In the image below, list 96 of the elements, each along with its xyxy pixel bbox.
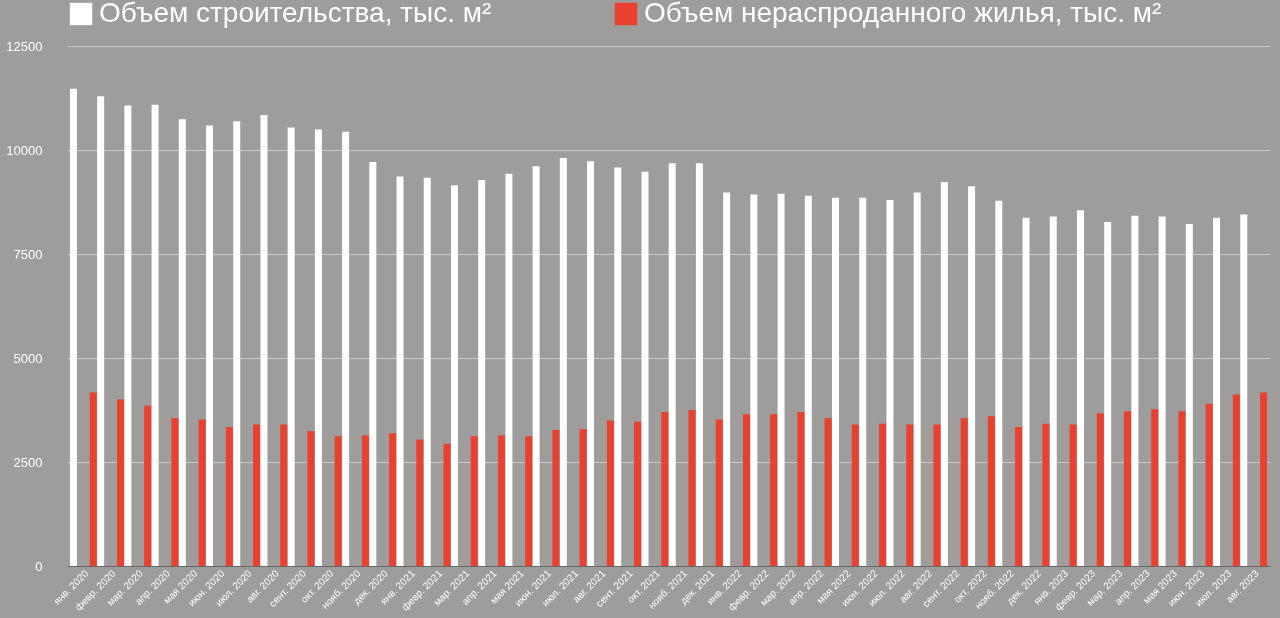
- bar: [1213, 217, 1221, 566]
- bar: [525, 436, 533, 566]
- bar: [260, 115, 268, 566]
- bar: [1131, 215, 1139, 566]
- bar: [1015, 427, 1023, 566]
- bar: [144, 405, 152, 566]
- bar: [225, 427, 233, 566]
- bar: [940, 182, 948, 566]
- bar: [1042, 423, 1050, 566]
- y-tick-label: 5000: [13, 350, 43, 366]
- bar: [695, 163, 703, 566]
- bar: [824, 418, 832, 566]
- bar: [253, 424, 261, 566]
- bar: [804, 195, 812, 566]
- bar: [770, 414, 778, 566]
- bar: [314, 129, 322, 566]
- bar: [198, 419, 206, 566]
- bar: [1104, 221, 1112, 566]
- bar: [1158, 216, 1166, 566]
- bar: [206, 125, 214, 566]
- bar: [423, 177, 431, 566]
- bar: [552, 429, 560, 566]
- bar: [369, 162, 377, 566]
- bar: [587, 161, 595, 566]
- bar: [361, 435, 369, 566]
- bar: [280, 424, 288, 566]
- bar: [389, 433, 397, 566]
- bar: [886, 199, 894, 566]
- bar: [1096, 413, 1104, 566]
- bar: [987, 416, 995, 566]
- bar: [879, 423, 887, 566]
- bar: [742, 414, 750, 566]
- bar: [151, 104, 159, 566]
- bar: [97, 96, 105, 566]
- bar: [69, 88, 77, 566]
- bar: [307, 431, 315, 566]
- bar: [532, 166, 540, 566]
- bar: [233, 121, 241, 566]
- bar: [661, 412, 669, 566]
- y-tick-label: 7500: [13, 246, 43, 262]
- bar: [1240, 214, 1248, 566]
- bar: [913, 192, 921, 566]
- bar: [396, 176, 404, 566]
- bar: [634, 421, 642, 566]
- bar: [505, 173, 513, 566]
- bar: [606, 420, 614, 566]
- bar: [1123, 411, 1131, 566]
- bar: [933, 424, 941, 566]
- bar: [777, 193, 785, 566]
- bar: [614, 167, 622, 566]
- bar: [334, 436, 342, 566]
- y-tick-label: 2500: [13, 454, 43, 470]
- bar: [960, 418, 968, 566]
- bar: [797, 412, 805, 566]
- bar: [171, 418, 179, 566]
- bar: [416, 439, 424, 566]
- bar: [1232, 394, 1240, 566]
- bar: [89, 392, 97, 566]
- bar: [859, 197, 867, 566]
- bar: [178, 119, 186, 566]
- bar: [287, 127, 295, 566]
- bar: [1185, 224, 1193, 566]
- bar: [116, 399, 124, 566]
- bar: [470, 436, 478, 566]
- bar: [124, 105, 132, 566]
- bar: [723, 192, 731, 566]
- bar: [497, 435, 505, 566]
- bar: [1260, 392, 1268, 566]
- bar: [1151, 409, 1159, 566]
- y-tick-label: 10000: [6, 142, 43, 158]
- bar: [1049, 216, 1057, 566]
- bar: [1178, 411, 1186, 566]
- bar: [579, 429, 587, 566]
- bar: [995, 200, 1003, 566]
- legend-label: Объем строительства, тыс. м²: [99, 0, 492, 28]
- bar: [968, 186, 976, 566]
- y-tick-label: 12500: [6, 38, 43, 54]
- bar: [641, 171, 649, 566]
- bar: [668, 163, 676, 566]
- bar: [1022, 217, 1030, 566]
- bar: [342, 131, 350, 566]
- y-tick-label: 0: [35, 558, 43, 574]
- legend-label: Объем нераспроданного жилья, тыс. м²: [644, 0, 1162, 28]
- bar: [478, 179, 486, 566]
- bar: [832, 197, 840, 566]
- bar: [1069, 424, 1077, 566]
- bar: [851, 424, 859, 566]
- bar: [750, 194, 758, 566]
- bar: [715, 419, 723, 566]
- bar: [906, 424, 914, 566]
- bar: [1205, 403, 1213, 566]
- bar: [1076, 210, 1084, 566]
- bar: [688, 410, 696, 566]
- bar: [559, 157, 567, 566]
- bar: [443, 443, 451, 566]
- bar: [450, 185, 458, 566]
